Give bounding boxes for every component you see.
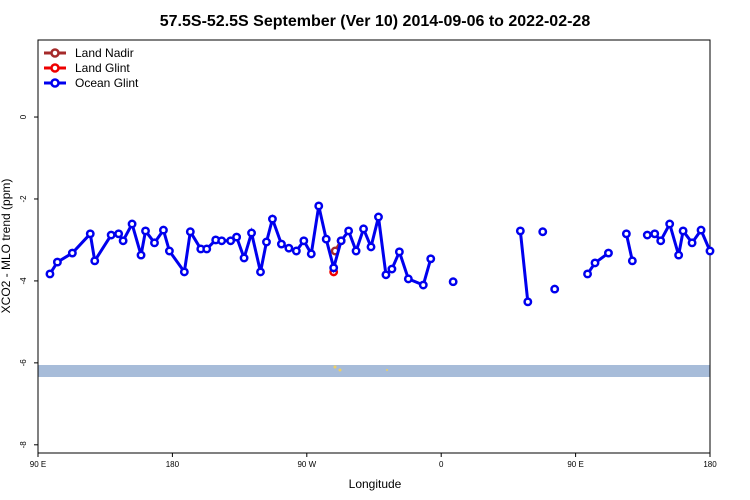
x-tick-label: 90 E: [30, 460, 46, 469]
data-point: [359, 224, 368, 234]
data-point: [394, 247, 404, 257]
legend-label: Land Nadir: [75, 46, 134, 60]
y-axis-label: XCO2 - MLO trend (ppm): [0, 179, 13, 314]
map-dot: [333, 365, 337, 369]
data-point: [141, 226, 150, 236]
legend-marker: [50, 48, 60, 58]
data-point: [621, 229, 631, 239]
y-tick-label: -6: [19, 359, 28, 367]
chart-title: 57.5S-52.5S September (Ver 10) 2014-09-0…: [160, 13, 591, 30]
data-point: [127, 219, 137, 229]
x-tick-label: 90 W: [297, 460, 316, 469]
data-point: [262, 237, 271, 247]
data-point: [150, 238, 159, 248]
data-point: [67, 248, 77, 258]
data-point: [665, 219, 675, 229]
data-point: [336, 236, 346, 246]
data-point: [656, 236, 666, 246]
data-point: [118, 236, 128, 246]
data-point: [696, 225, 706, 235]
x-tick-label: 180: [703, 460, 717, 469]
data-point: [299, 236, 309, 246]
data-point: [284, 243, 294, 253]
legend-label: Land Glint: [75, 61, 130, 75]
data-point: [678, 226, 688, 236]
data-point: [268, 214, 277, 224]
data-point: [590, 258, 600, 268]
y-tick-label: -4: [19, 277, 28, 285]
data-point: [583, 269, 592, 279]
data-point: [687, 238, 697, 248]
data-point: [52, 257, 62, 267]
data-point: [45, 269, 55, 279]
data-point: [179, 267, 189, 277]
data-point: [321, 234, 331, 244]
map-strip: [38, 365, 710, 377]
data-point: [202, 244, 212, 254]
legend-marker: [50, 63, 60, 73]
legend-label: Ocean Glint: [75, 76, 139, 90]
data-point: [381, 270, 391, 280]
data-point: [705, 246, 715, 256]
data-point: [256, 267, 265, 277]
data-point: [114, 229, 124, 239]
x-axis-label: Longitude: [349, 477, 402, 491]
data-point: [374, 212, 383, 222]
data-point: [226, 236, 236, 246]
data-point: [185, 227, 195, 237]
data-point: [403, 274, 413, 284]
map-dot: [338, 368, 342, 372]
y-tick-label: 0: [19, 114, 28, 119]
x-tick-label: 90 E: [567, 460, 583, 469]
x-tick-label: 0: [439, 460, 444, 469]
legend-marker: [50, 78, 60, 88]
data-point: [232, 232, 242, 242]
data-point: [247, 228, 256, 238]
data-point: [604, 248, 613, 258]
data-point: [217, 236, 227, 246]
data-point: [426, 254, 436, 264]
map-dot: [386, 369, 388, 371]
y-tick-label: -8: [19, 441, 28, 449]
plot-frame: [37, 39, 711, 454]
data-point: [239, 253, 249, 263]
data-point: [674, 250, 684, 260]
data-point: [291, 246, 301, 256]
data-point: [642, 230, 652, 240]
data-point: [650, 229, 660, 239]
data-point: [106, 230, 116, 240]
data-point: [344, 226, 354, 236]
data-point: [351, 246, 361, 256]
data-point: [627, 256, 637, 266]
data-point: [329, 263, 339, 273]
data-point: [314, 201, 324, 211]
y-tick-label: -2: [19, 195, 28, 203]
data-point: [136, 250, 146, 260]
data-point: [90, 256, 100, 266]
data-point: [515, 226, 525, 236]
data-point: [418, 280, 428, 290]
data-point: [306, 249, 316, 259]
data-point: [158, 225, 168, 235]
data-point: [366, 242, 376, 252]
data-point: [85, 229, 95, 239]
data-point: [523, 297, 533, 307]
data-point: [538, 227, 548, 237]
data-point: [387, 264, 397, 274]
data-point: [276, 239, 286, 249]
x-tick-label: 180: [166, 460, 180, 469]
data-point: [448, 277, 458, 287]
data-point: [550, 284, 560, 294]
data-point: [164, 246, 174, 256]
